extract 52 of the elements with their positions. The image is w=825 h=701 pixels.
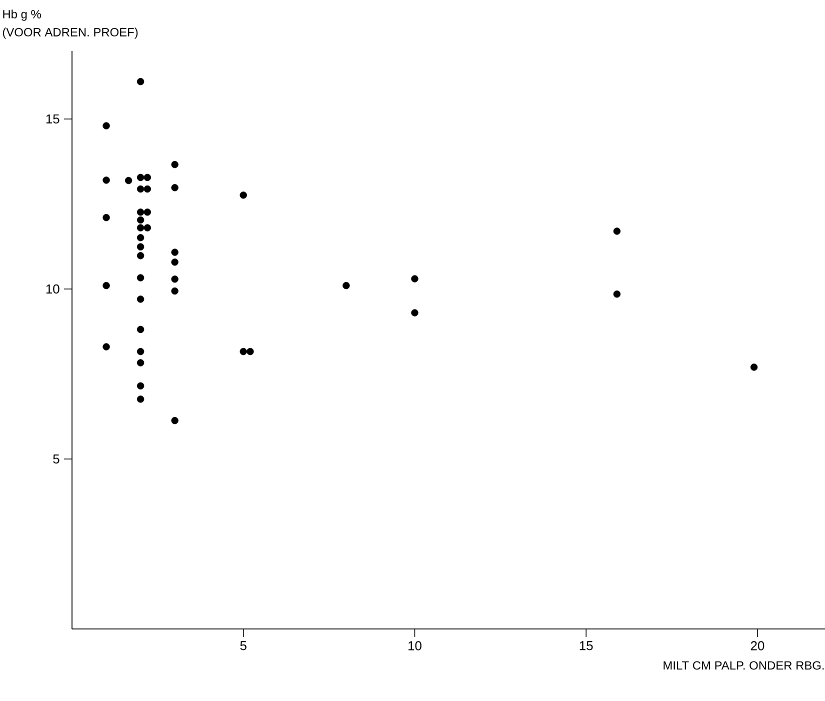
point xyxy=(136,174,144,182)
point xyxy=(102,282,110,290)
point xyxy=(102,343,110,350)
x-tick-label: 15 xyxy=(580,641,593,650)
point xyxy=(136,78,144,86)
point xyxy=(144,185,152,193)
y-tick-label: 10 xyxy=(46,284,60,294)
point xyxy=(136,208,144,216)
point xyxy=(136,274,144,282)
point xyxy=(136,359,144,366)
point xyxy=(342,282,350,290)
point xyxy=(102,214,110,222)
point xyxy=(102,176,110,184)
point xyxy=(750,364,758,371)
point xyxy=(144,224,152,232)
point xyxy=(411,309,418,316)
point xyxy=(171,184,178,192)
text: (VOOR ADREN. PROEF) xyxy=(2,28,138,39)
point xyxy=(171,276,178,283)
point xyxy=(171,160,178,168)
y-axis-title: Hb g % xyxy=(3,10,41,21)
point xyxy=(171,416,178,424)
point xyxy=(136,243,144,250)
y-tick-label: 5 xyxy=(53,454,60,464)
point xyxy=(240,348,247,356)
point xyxy=(136,396,144,403)
point xyxy=(124,176,132,184)
point xyxy=(136,348,144,356)
point xyxy=(136,382,144,390)
x-tick-label: 5 xyxy=(240,641,246,650)
point xyxy=(240,192,247,199)
point xyxy=(171,258,178,266)
point xyxy=(136,234,144,242)
point xyxy=(246,348,254,356)
y-tick-label: 15 xyxy=(46,114,60,124)
x-axis-title: MILT CM PALP. ONDER RBG. xyxy=(664,661,824,670)
point xyxy=(102,122,110,130)
point xyxy=(144,174,152,182)
point xyxy=(136,224,144,232)
point xyxy=(613,228,621,235)
point xyxy=(171,287,178,295)
point xyxy=(136,252,144,260)
point xyxy=(136,326,144,334)
point xyxy=(136,216,144,224)
point xyxy=(144,208,152,216)
point xyxy=(411,275,418,282)
x-tick-label: 20 xyxy=(750,641,764,650)
point xyxy=(171,248,178,256)
point xyxy=(136,185,144,193)
point xyxy=(613,290,621,298)
x-tick-label: 10 xyxy=(408,641,422,650)
point xyxy=(136,296,144,303)
